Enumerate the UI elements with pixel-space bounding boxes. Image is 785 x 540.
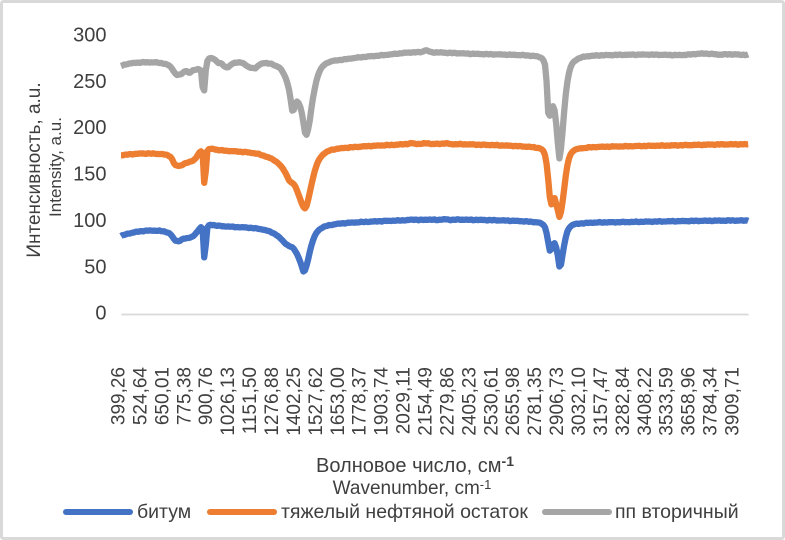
svg-text:200: 200 [73,117,106,139]
svg-text:250: 250 [73,71,106,93]
svg-text:650,01: 650,01 [152,367,173,425]
svg-text:50: 50 [84,256,106,278]
svg-text:1778,37: 1778,37 [350,367,371,436]
svg-text:1151,50: 1151,50 [240,367,261,434]
svg-text:2530,61: 2530,61 [481,367,502,436]
svg-text:524,64: 524,64 [130,367,151,426]
svg-text:тяжелый нефтяной остаток: тяжелый нефтяной остаток [281,501,528,523]
svg-text:100: 100 [73,210,106,232]
svg-text:2029,11: 2029,11 [394,367,415,434]
svg-text:399,26: 399,26 [109,367,130,425]
svg-text:3909,71: 3909,71 [723,367,744,436]
svg-text:150: 150 [73,164,106,186]
svg-text:775,38: 775,38 [174,367,195,425]
svg-text:1276,88: 1276,88 [262,367,283,436]
svg-text:Intensity, a.u.: Intensity, a.u. [46,117,65,217]
svg-text:1527,62: 1527,62 [306,367,327,436]
svg-text:3533,59: 3533,59 [657,367,678,436]
svg-text:Wavenumber, cm-1: Wavenumber, cm-1 [333,477,492,499]
svg-text:2405,23: 2405,23 [459,367,480,436]
svg-text:Волновое число, см-1: Волновое число, см-1 [316,453,514,477]
svg-text:0: 0 [95,303,106,325]
svg-text:1402,25: 1402,25 [284,367,305,436]
svg-text:1026,13: 1026,13 [218,367,239,436]
svg-text:2154,49: 2154,49 [416,367,437,436]
svg-text:2781,35: 2781,35 [525,367,546,436]
svg-text:3282,84: 3282,84 [613,367,634,436]
svg-text:300: 300 [73,24,106,46]
svg-text:1903,74: 1903,74 [372,367,393,436]
svg-text:3157,47: 3157,47 [591,367,612,436]
svg-text:2655,98: 2655,98 [503,367,524,436]
svg-text:3784,34: 3784,34 [701,367,722,436]
svg-text:1653,00: 1653,00 [328,367,349,436]
svg-text:3032,10: 3032,10 [569,367,590,436]
svg-text:900,76: 900,76 [196,367,217,425]
svg-text:2906,73: 2906,73 [547,367,568,436]
svg-text:битум: битум [137,501,191,523]
svg-text:Интенсивность, a.u.: Интенсивность, a.u. [24,82,45,257]
svg-text:3408,22: 3408,22 [635,367,656,436]
svg-text:пп вторичный: пп вторичный [615,501,739,523]
svg-text:2279,86: 2279,86 [437,367,458,436]
svg-text:3658,96: 3658,96 [679,367,700,436]
